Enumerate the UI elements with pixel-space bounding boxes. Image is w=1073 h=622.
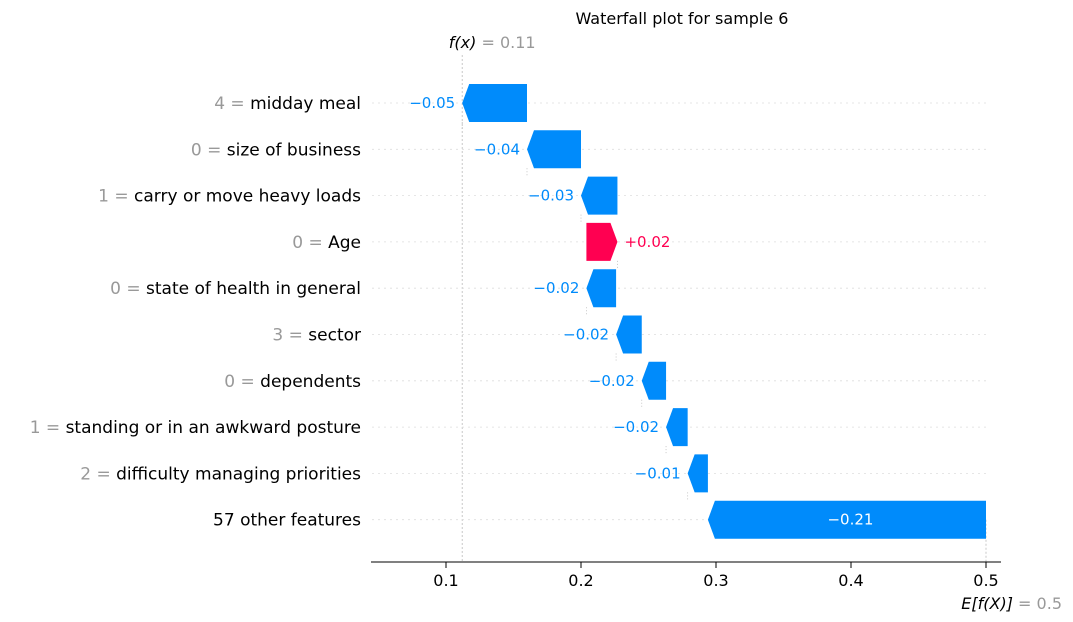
waterfall-bar (581, 176, 618, 215)
efx-label: E[f(X)] = 0.5 (961, 594, 1062, 613)
feature-label: 1 = carry or move heavy loads (98, 187, 361, 207)
bar-value-label: −0.05 (409, 94, 455, 112)
feature-name: size of business (227, 140, 361, 160)
bar-value-label: −0.02 (613, 418, 659, 436)
feature-value: 2 = (80, 464, 116, 484)
feature-name: difficulty managing priorities (116, 464, 361, 484)
feature-label: 0 = state of health in general (110, 279, 361, 299)
waterfall-bar (586, 222, 618, 261)
waterfall-bar (641, 361, 667, 400)
feature-label: 0 = Age (292, 233, 361, 253)
x-axis: 0.1 0.2 0.3 0.4 0.5 (371, 561, 1001, 590)
fx-symbol: f(x) (449, 33, 477, 52)
feature-label: 1 = standing or in an awkward posture (30, 418, 361, 438)
waterfall-bar (527, 130, 581, 169)
feature-name: carry or move heavy loads (134, 187, 361, 207)
waterfall-bar (586, 269, 617, 308)
feature-label: 0 = dependents (224, 372, 361, 392)
feature-label: 0 = size of business (191, 140, 361, 160)
feature-value: 3 = (272, 326, 308, 346)
efx-annotation: E[f(X)] = 0.5 (961, 594, 1062, 613)
waterfall-bar (462, 84, 527, 122)
waterfall-bar (616, 315, 642, 354)
feature-label: 57 other features (213, 511, 361, 531)
bar-value-label: −0.02 (563, 326, 609, 344)
feature-label: 4 = midday meal (214, 94, 361, 114)
feature-value: 0 = (191, 140, 227, 160)
fx-annotation: f(x) = 0.11 (449, 33, 536, 52)
waterfall-bar (687, 454, 708, 493)
bar-value-label: −0.04 (474, 140, 520, 158)
x-tick-label: 0.4 (838, 571, 863, 590)
feature-name: Age (328, 233, 361, 253)
bars-layer: −0.05 −0.04 −0.03 +0.02 −0.02 −0.02 −0.02 −0.02… (409, 84, 986, 539)
feature-name: standing or in an awkward posture (66, 418, 361, 438)
guide-lines (372, 55, 990, 562)
waterfall-bar (666, 408, 688, 447)
feature-label: 2 = difficulty managing priorities (80, 464, 361, 484)
feature-value: 0 = (110, 279, 146, 299)
feature-name: dependents (260, 372, 361, 392)
feature-value: 0 = (224, 372, 260, 392)
feature-label: 3 = sector (272, 326, 361, 346)
x-tick-label: 0.3 (703, 571, 728, 590)
feature-value: 1 = (30, 418, 66, 438)
feature-name: 57 other features (213, 511, 361, 531)
feature-name: sector (308, 326, 361, 346)
bar-value-label: −0.21 (827, 511, 873, 529)
x-tick-label: 0.5 (973, 571, 998, 590)
waterfall-bar (707, 500, 986, 539)
fx-value: = 0.11 (476, 33, 535, 52)
x-tick-label: 0.2 (568, 571, 593, 590)
feature-value: 1 = (98, 187, 134, 207)
bar-value-label: −0.02 (533, 279, 579, 297)
bar-value-label: −0.03 (528, 187, 574, 205)
feature-value: 4 = (214, 94, 250, 114)
efx-value: = 0.5 (1013, 594, 1062, 613)
x-tick-label: 0.1 (433, 571, 458, 590)
feature-name: midday meal (250, 94, 361, 114)
feature-name: state of health in general (146, 279, 361, 299)
bar-value-label: −0.02 (589, 372, 635, 390)
feature-value: 0 = (292, 233, 328, 253)
chart-title: Waterfall plot for sample 6 (576, 9, 789, 28)
fx-label: f(x) = 0.11 (449, 33, 536, 52)
bar-value-label: −0.01 (635, 464, 681, 482)
feature-labels: 4 = midday meal 0 = size of business 1 = c… (30, 94, 361, 531)
bar-value-label: +0.02 (624, 233, 670, 251)
efx-symbol: E[f(X)] (961, 594, 1013, 613)
